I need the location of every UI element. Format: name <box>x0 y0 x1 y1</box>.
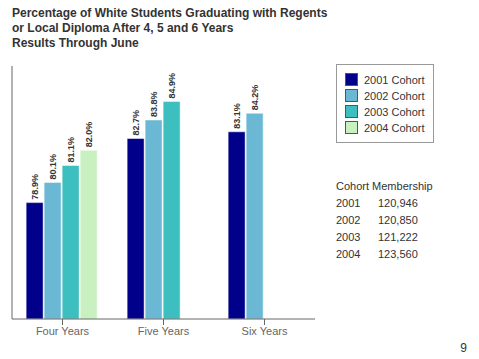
svg-text:Four Years: Four Years <box>36 325 90 337</box>
html-text:2001: 2001 <box>336 197 361 209</box>
html-text:2004: 2004 <box>336 248 361 260</box>
html-text:120,850: 120,850 <box>378 214 418 226</box>
svg-text:Six Years: Six Years <box>242 325 288 337</box>
svg-text:84.9%: 84.9% <box>167 73 177 99</box>
html-text:Percentage of White Students G: Percentage of White Students Graduating … <box>12 6 328 20</box>
svg-text:81.1%: 81.1% <box>66 137 76 163</box>
svg-text:83.1%: 83.1% <box>232 103 242 129</box>
svg-text:82.0%: 82.0% <box>84 122 94 148</box>
html-text:Results Through June: Results Through June <box>12 36 139 50</box>
html-text:or Local Diploma After 4, 5 an: or Local Diploma After 4, 5 and 6 Years <box>12 21 234 35</box>
svg-text:Five Years: Five Years <box>138 325 190 337</box>
svg-text:84.2%: 84.2% <box>250 85 260 111</box>
html-text:2002 Cohort: 2002 Cohort <box>364 89 425 102</box>
html-text:2004 Cohort: 2004 Cohort <box>364 121 425 134</box>
svg-text:80.1%: 80.1% <box>48 154 58 180</box>
html-text:2002: 2002 <box>336 214 361 226</box>
html-text:123,560: 123,560 <box>378 248 418 260</box>
html-text:121,222: 121,222 <box>378 231 418 243</box>
html-text:Cohort Membership: Cohort Membership <box>336 180 433 192</box>
svg-text:83.8%: 83.8% <box>149 91 159 117</box>
svg-text:82.7%: 82.7% <box>131 110 141 136</box>
html-text:120,946: 120,946 <box>378 197 418 209</box>
html-text:9: 9 <box>460 341 467 355</box>
html-text:2003: 2003 <box>336 231 361 243</box>
svg-text:78.9%: 78.9% <box>30 174 40 200</box>
html-text:2001 Cohort: 2001 Cohort <box>364 73 425 86</box>
html-text:2003 Cohort: 2003 Cohort <box>364 105 425 118</box>
